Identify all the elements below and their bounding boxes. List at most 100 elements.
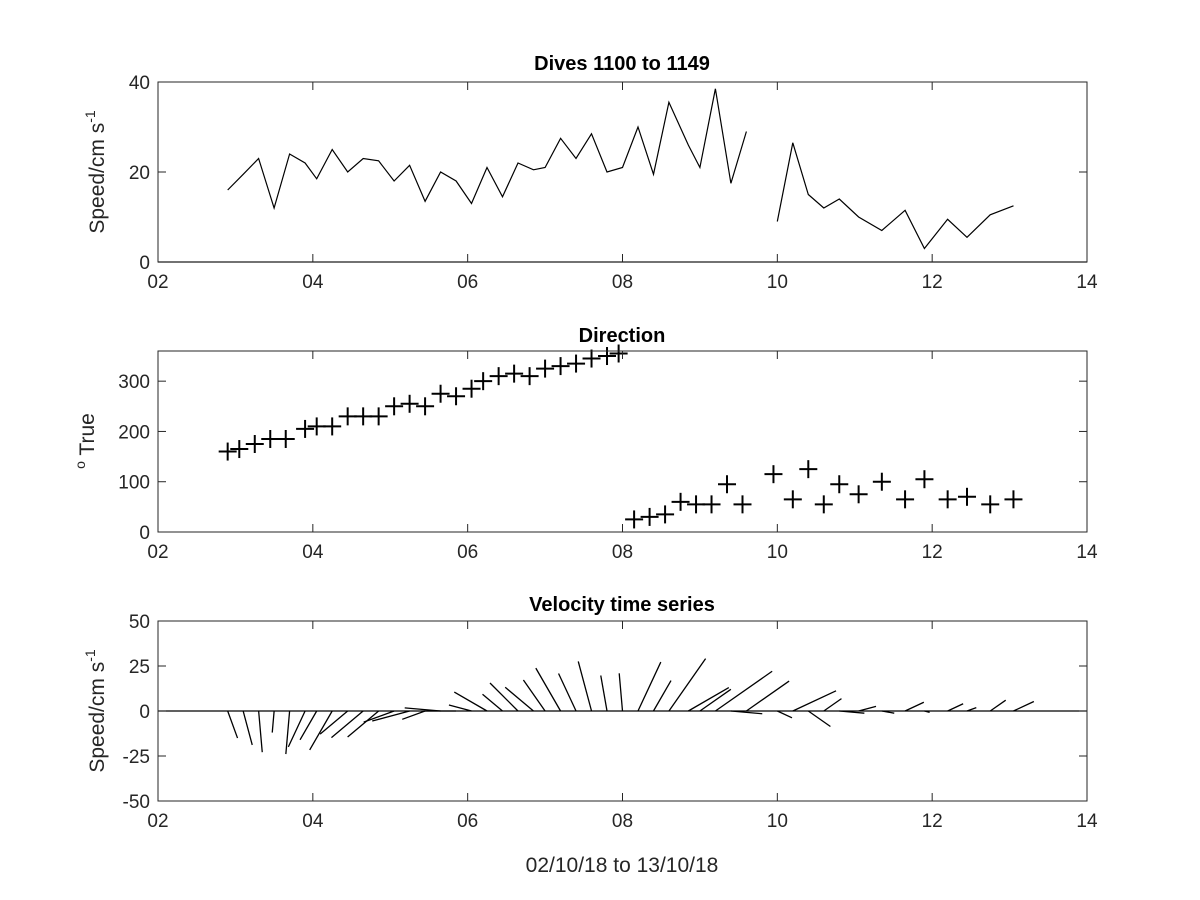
velocity-stick — [577, 661, 593, 712]
speed-ytick-label: 20 — [129, 163, 150, 184]
velocity-stick — [652, 680, 672, 712]
velocity-stick — [699, 688, 732, 712]
direction-point — [296, 419, 315, 438]
direction-xtick-label: 04 — [302, 542, 324, 563]
velocity-stick — [777, 710, 793, 719]
direction-point — [567, 354, 586, 373]
velocity-stick — [600, 675, 608, 712]
speed-ytick-label: 40 — [129, 73, 150, 94]
velocity-stick — [372, 710, 410, 722]
velocity-ylabel-main: Speed/cm s — [86, 662, 109, 773]
velocity-stick — [668, 658, 707, 712]
direction-point — [400, 394, 419, 413]
velocity-stick — [331, 710, 364, 739]
velocity-stick — [618, 673, 624, 712]
direction-point — [981, 495, 1000, 514]
velocity-stick — [730, 710, 763, 715]
direction-point — [218, 442, 237, 461]
speed-ytick-label: 0 — [139, 253, 150, 274]
direction-xtick-label: 08 — [612, 542, 633, 563]
velocity-stick — [319, 710, 349, 735]
velocity-sticks — [158, 658, 1087, 755]
direction-point — [447, 387, 466, 406]
velocity-xtick-label: 12 — [922, 811, 943, 832]
direction-point — [307, 417, 326, 436]
velocity-stick — [482, 693, 503, 712]
speed-xtick-label: 02 — [147, 272, 168, 293]
direction-xtick-label: 02 — [147, 542, 168, 563]
velocity-stick — [489, 682, 519, 712]
velocity-xtick-label: 10 — [767, 811, 788, 832]
direction-title: Direction — [579, 325, 666, 347]
direction-xtick-label: 12 — [922, 542, 943, 563]
direction-point — [783, 490, 802, 509]
velocity-stick — [309, 710, 333, 751]
direction-point — [625, 510, 644, 529]
direction-point — [896, 490, 915, 509]
direction-point — [354, 407, 373, 426]
direction-point — [938, 490, 957, 509]
speed-xtick-label: 04 — [302, 272, 324, 293]
direction-ytick-label: 0 — [139, 523, 150, 544]
velocity-xtick-label: 04 — [302, 811, 324, 832]
velocity-stick — [823, 698, 842, 712]
speed-title: Dives 1100 to 1149 — [534, 53, 710, 75]
velocity-stick — [1013, 700, 1035, 712]
direction-ytick-label: 100 — [118, 473, 150, 494]
velocity-ytick-label: -50 — [123, 792, 150, 813]
direction-point — [551, 357, 570, 376]
direction-point — [764, 465, 783, 484]
direction-point — [598, 347, 617, 366]
speed-ylabel: Speed/cm s-1 — [82, 110, 109, 234]
velocity-stick — [242, 710, 253, 746]
velocity-ylabel-sup: -1 — [82, 649, 98, 662]
speed-ylabel-sup: -1 — [82, 110, 98, 123]
velocity-stick — [402, 710, 426, 720]
velocity-stick — [504, 686, 534, 712]
velocity-stick — [535, 667, 562, 712]
speed-xtick-label: 10 — [767, 272, 788, 293]
velocity-stick — [363, 710, 395, 723]
direction-point — [230, 440, 249, 459]
velocity-ytick-label: 50 — [129, 612, 150, 633]
direction-point — [718, 475, 737, 494]
direction-point — [276, 429, 295, 448]
direction-point — [520, 367, 539, 386]
velocity-stick — [792, 690, 837, 712]
velocity-stick — [904, 701, 925, 712]
direction-point — [656, 505, 675, 524]
velocity-stick — [448, 704, 472, 712]
velocity-stick — [924, 710, 930, 714]
velocity-stick — [299, 710, 318, 741]
velocity-stick — [839, 710, 865, 714]
direction-point — [462, 379, 481, 398]
direction-point — [849, 485, 868, 504]
velocity-stick — [715, 670, 773, 712]
velocity-xlabel: 02/10/18 to 13/10/18 — [526, 854, 719, 877]
velocity-stick — [287, 710, 306, 748]
direction-point — [702, 495, 721, 514]
direction-point — [505, 364, 524, 383]
velocity-stick — [453, 691, 488, 712]
velocity-title: Velocity time series — [529, 594, 715, 616]
speed-line-segment-2 — [776, 142, 1014, 250]
direction-point — [489, 367, 508, 386]
speed-xtick-label: 06 — [457, 272, 478, 293]
direction-ytick-label: 300 — [118, 372, 150, 393]
direction-point — [872, 472, 891, 491]
direction-point — [609, 344, 628, 363]
velocity-stick — [881, 710, 895, 714]
velocity-xtick-label: 14 — [1076, 811, 1098, 832]
direction-point — [474, 372, 493, 391]
speed-xtick-label: 14 — [1076, 272, 1098, 293]
speed-ylabel-main: Speed/cm s — [86, 123, 109, 234]
velocity-xtick-label: 06 — [457, 811, 478, 832]
direction-point — [582, 349, 601, 368]
speed-xtick-label: 08 — [612, 272, 633, 293]
direction-point — [338, 407, 357, 426]
velocity-stick — [227, 710, 239, 739]
velocity-xtick-label: 02 — [147, 811, 168, 832]
direction-point — [385, 397, 404, 416]
